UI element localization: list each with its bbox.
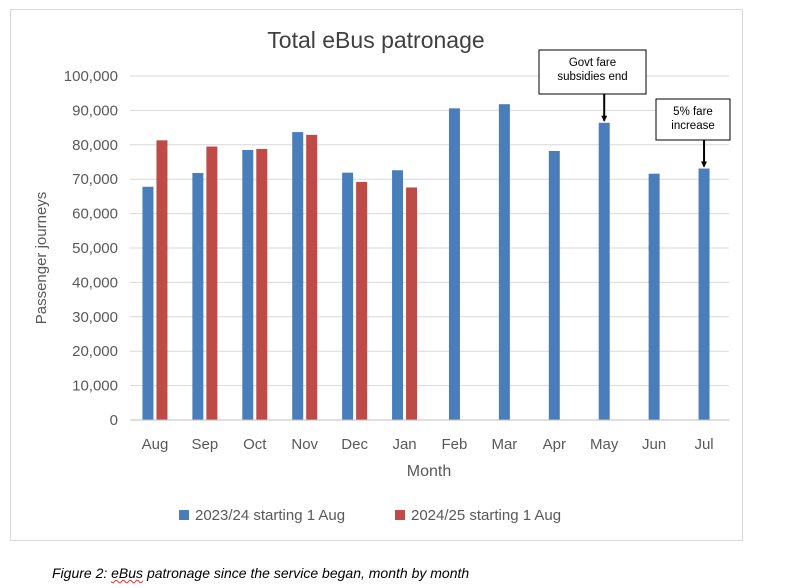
bar-chart: Total eBus patronage 0 10,000 20,000 30,000… (33, 27, 731, 524)
annotation-text: 5% fare (673, 106, 713, 118)
bar-2023-24-aug (142, 186, 154, 420)
x-tick-label: Feb (442, 436, 468, 453)
x-axis-label: Month (407, 463, 451, 480)
y-axis-label: Passenger journeys (33, 192, 50, 325)
bar-2023-24-jun (648, 173, 660, 420)
y-tick-label: 60,000 (72, 206, 118, 223)
bar-2024-25-jan (406, 187, 418, 420)
annotation-text: Govt fare (569, 57, 616, 69)
y-tick-label: 100,000 (64, 68, 118, 85)
x-tick-label: Jan (392, 436, 416, 453)
x-tick-label: Aug (142, 436, 169, 453)
annotation-box (655, 98, 731, 141)
bar-2024-25-aug (156, 140, 168, 420)
bar-2023-24-jan (392, 170, 404, 420)
caption-underlined-word: eBus (111, 565, 144, 581)
x-tick-label: Oct (243, 436, 267, 453)
chart-title: Total eBus patronage (267, 27, 484, 53)
y-tick-label: 80,000 (72, 137, 118, 154)
legend-label-1: 2023/24 starting 1 Aug (195, 507, 345, 524)
bar-2023-24-sep (192, 173, 204, 420)
annotation-text: increase (671, 120, 714, 132)
annotation-arrowhead (601, 115, 608, 122)
bar-2023-24-oct (242, 149, 254, 420)
bar-2024-25-sep (206, 146, 218, 420)
legend-swatch-2 (395, 510, 405, 520)
y-tick-label: 70,000 (72, 171, 118, 188)
annotation-text: subsidies end (557, 71, 627, 83)
x-tick-label: Nov (291, 436, 318, 453)
bar-2024-25-nov (306, 134, 318, 420)
y-tick-label: 10,000 (72, 378, 118, 395)
annotation-callout-2: 5% fare increase (655, 98, 731, 168)
bar-2023-24-feb (448, 108, 460, 420)
legend-label-2: 2024/25 starting 1 Aug (411, 507, 561, 524)
bar-2023-24-may (598, 122, 610, 420)
x-tick-label: Dec (341, 436, 368, 453)
y-tick-label: 30,000 (72, 309, 118, 326)
x-tick-label: Mar (491, 436, 517, 453)
legend-swatch-1 (179, 510, 189, 520)
annotation-arrowhead (701, 161, 708, 168)
caption-prefix: Figure 2: (52, 565, 112, 581)
bar-2023-24-dec (342, 172, 354, 420)
annotation-callout-1: Govt fare subsidies end (538, 49, 647, 122)
caption-suffix: patronage since the service began, month… (143, 565, 470, 581)
chart-frame: Total eBus patronage 0 10,000 20,000 30,000… (10, 9, 743, 541)
y-tick-label: 20,000 (72, 343, 118, 360)
legend: 2023/24 starting 1 Aug 2024/25 starting 1… (179, 507, 561, 524)
x-tick-label: Jun (642, 436, 666, 453)
figure-caption: Figure 2: eBus patronage since the servi… (52, 565, 469, 581)
bar-2023-24-jul (698, 168, 710, 420)
bar-2023-24-apr (548, 150, 560, 420)
bar-2023-24-nov (292, 132, 304, 420)
y-tick-label: 50,000 (72, 240, 118, 257)
x-tick-label: Sep (192, 436, 219, 453)
bar-2024-25-oct (256, 148, 268, 421)
x-tick-label: May (590, 436, 619, 453)
y-tick-label: 0 (110, 412, 118, 429)
x-tick-label: Apr (543, 436, 566, 453)
bar-2023-24-mar (498, 104, 510, 420)
y-tick-label: 90,000 (72, 102, 118, 119)
annotation-box (538, 49, 647, 95)
x-tick-label: Jul (694, 436, 713, 453)
bar-2024-25-dec (356, 181, 368, 420)
y-tick-label: 40,000 (72, 274, 118, 291)
